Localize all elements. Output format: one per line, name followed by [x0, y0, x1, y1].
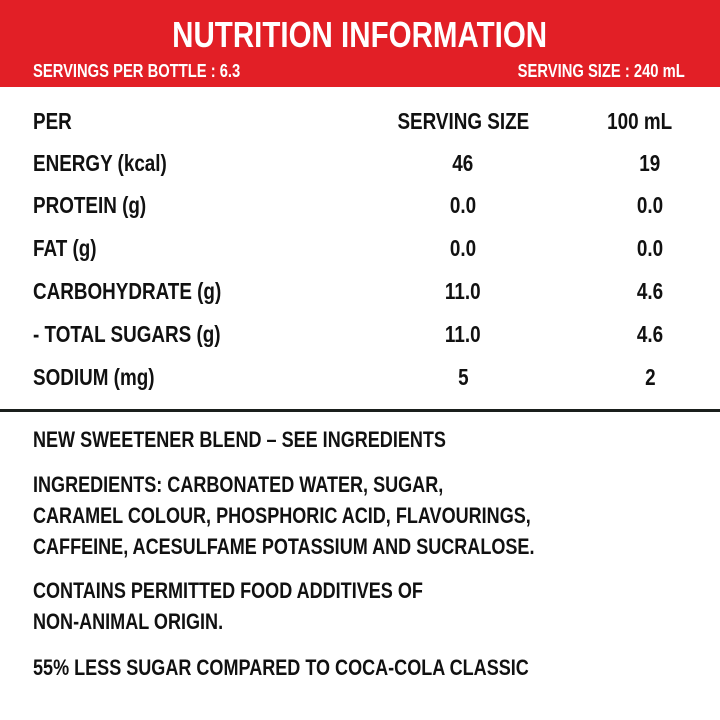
per100-value: 4.6	[580, 270, 720, 312]
serving-value-text: 5	[457, 364, 469, 390]
serving-value-text: 0.0	[449, 192, 477, 218]
table-row: FAT (g) 0.0 0.0	[0, 227, 720, 269]
serving-value: 5	[363, 356, 563, 398]
sugar-claim-text: 55% LESS SUGAR COMPARED TO COCA-COLA CLA…	[33, 655, 529, 680]
servings-per-bottle-text: SERVINGS PER BOTTLE : 6.3	[33, 61, 241, 81]
column-header-serving-size-text: SERVING SIZE	[397, 108, 529, 134]
ingredients-line: INGREDIENTS: CARBONATED WATER, SUGAR,	[33, 472, 444, 497]
serving-size: SERVING SIZE : 240 mL	[481, 60, 685, 82]
row-label: - TOTAL SUGARS (g)	[33, 313, 262, 355]
per100-value: 4.6	[580, 313, 720, 355]
column-header-per: PER	[33, 100, 80, 142]
page-title: NUTRITION INFORMATION	[0, 14, 720, 56]
column-header-per-text: PER	[33, 108, 72, 134]
table-row: CARBOHYDRATE (g) 11.0 4.6	[0, 270, 720, 312]
per100-value: 19	[580, 142, 720, 184]
column-header-100ml: 100 mL	[560, 100, 720, 142]
row-label: ENERGY (kcal)	[33, 142, 196, 184]
table-row: SODIUM (mg) 5 2	[0, 356, 720, 398]
row-label: CARBOHYDRATE (g)	[33, 270, 263, 312]
per100-value-text: 4.6	[636, 278, 664, 304]
row-label-text: - TOTAL SUGARS (g)	[33, 321, 221, 347]
serving-value: 11.0	[363, 313, 563, 355]
serving-value-text: 0.0	[449, 235, 477, 261]
serving-value: 0.0	[363, 227, 563, 269]
servings-per-bottle: SERVINGS PER BOTTLE : 6.3	[33, 60, 286, 82]
ingredients-line: CARAMEL COLOUR, PHOSPHORIC ACID, FLAVOUR…	[33, 503, 531, 528]
ingredients-list: INGREDIENTS: CARBONATED WATER, SUGAR, CA…	[33, 469, 645, 562]
row-label-text: FAT (g)	[33, 235, 97, 261]
per100-value-text: 0.0	[636, 235, 664, 261]
serving-value: 0.0	[363, 184, 563, 226]
serving-value-text: 11.0	[445, 278, 481, 304]
column-header-100ml-text: 100 mL	[607, 108, 673, 134]
additives-line: CONTAINS PERMITTED FOOD ADDITIVES OF	[33, 578, 423, 603]
column-header-serving-size: SERVING SIZE	[363, 100, 563, 142]
title-text: NUTRITION INFORMATION	[172, 14, 548, 55]
per100-value: 0.0	[580, 184, 720, 226]
row-label: FAT (g)	[33, 227, 111, 269]
row-label-text: CARBOHYDRATE (g)	[33, 278, 222, 304]
nutrition-header: NUTRITION INFORMATION SERVINGS PER BOTTL…	[0, 0, 720, 87]
per100-value: 2	[580, 356, 720, 398]
per100-value-text: 4.6	[636, 321, 664, 347]
sugar-claim: 55% LESS SUGAR COMPARED TO COCA-COLA CLA…	[33, 652, 638, 683]
per100-value-text: 19	[639, 150, 661, 176]
table-row: ENERGY (kcal) 46 19	[0, 142, 720, 184]
row-label-text: ENERGY (kcal)	[33, 150, 167, 176]
per100-value-text: 0.0	[636, 192, 664, 218]
serving-value: 11.0	[363, 270, 563, 312]
per100-value: 0.0	[580, 227, 720, 269]
serving-value: 46	[363, 142, 563, 184]
row-label: SODIUM (mg)	[33, 356, 181, 398]
per100-value-text: 2	[644, 364, 656, 390]
sweetener-note-text: NEW SWEETENER BLEND – SEE INGREDIENTS	[33, 427, 446, 452]
serving-value-text: 11.0	[445, 321, 481, 347]
row-label-text: SODIUM (mg)	[33, 364, 155, 390]
table-row: - TOTAL SUGARS (g) 11.0 4.6	[0, 313, 720, 355]
section-divider	[0, 409, 720, 412]
table-row: PROTEIN (g) 0.0 0.0	[0, 184, 720, 226]
table-header-row: PER SERVING SIZE 100 mL	[0, 100, 720, 142]
serving-size-text: SERVING SIZE : 240 mL	[517, 61, 685, 81]
serving-value-text: 46	[452, 150, 474, 176]
ingredients-line: CAFFEINE, ACESULFAME POTASSIUM AND SUCRA…	[33, 534, 535, 559]
row-label-text: PROTEIN (g)	[33, 192, 147, 218]
row-label: PROTEIN (g)	[33, 184, 171, 226]
sweetener-note: NEW SWEETENER BLEND – SEE INGREDIENTS	[33, 424, 537, 455]
additives-note: CONTAINS PERMITTED FOOD ADDITIVES OF NON…	[33, 575, 508, 637]
additives-line: NON-ANIMAL ORIGIN.	[33, 609, 224, 634]
